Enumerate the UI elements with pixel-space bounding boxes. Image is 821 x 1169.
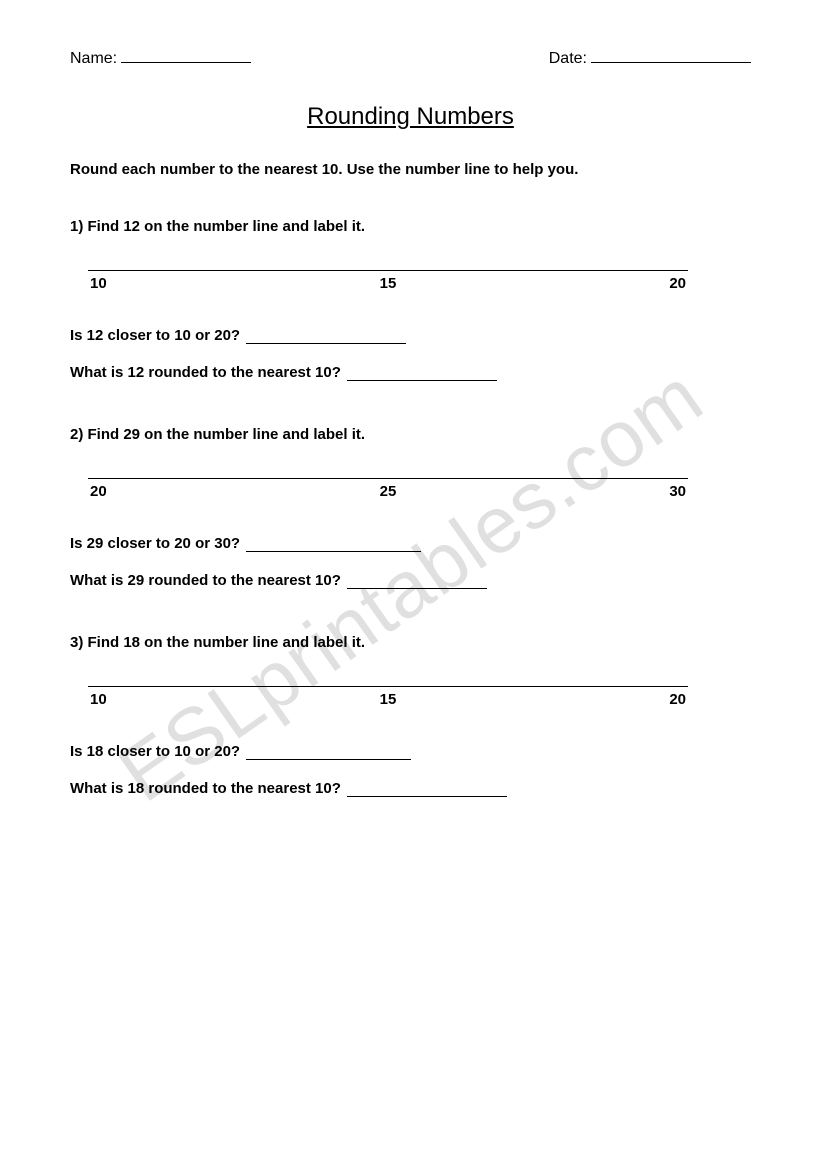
q1-rounded-blank[interactable] bbox=[347, 380, 497, 381]
q3-number-line: 10 15 20 bbox=[88, 686, 688, 708]
number-line-rule bbox=[88, 686, 688, 687]
q1-number-line: 10 15 20 bbox=[88, 270, 688, 292]
nl-start: 10 bbox=[90, 275, 289, 292]
nl-mid: 25 bbox=[289, 483, 488, 500]
question-3: 3) Find 18 on the number line and label … bbox=[70, 634, 751, 797]
q2-closer-blank[interactable] bbox=[246, 551, 421, 552]
q2-number-line: 20 25 30 bbox=[88, 478, 688, 500]
nl-start: 10 bbox=[90, 691, 289, 708]
number-line-labels: 10 15 20 bbox=[88, 275, 688, 292]
date-field: Date: bbox=[549, 50, 751, 68]
date-blank[interactable] bbox=[591, 62, 751, 63]
nl-end: 20 bbox=[487, 691, 686, 708]
worksheet-title: Rounding Numbers bbox=[70, 103, 751, 131]
number-line-labels: 10 15 20 bbox=[88, 691, 688, 708]
number-line-rule bbox=[88, 270, 688, 271]
date-label: Date: bbox=[549, 50, 587, 68]
instruction-text: Round each number to the nearest 10. Use… bbox=[70, 161, 751, 178]
q2-rounded: What is 29 rounded to the nearest 10? bbox=[70, 572, 751, 589]
q3-closer: Is 18 closer to 10 or 20? bbox=[70, 743, 751, 760]
q2-rounded-text: What is 29 rounded to the nearest 10? bbox=[70, 572, 345, 589]
q3-rounded-text: What is 18 rounded to the nearest 10? bbox=[70, 780, 345, 797]
q1-closer: Is 12 closer to 10 or 20? bbox=[70, 327, 751, 344]
q2-prompt: 2) Find 29 on the number line and label … bbox=[70, 426, 751, 443]
q1-rounded-text: What is 12 rounded to the nearest 10? bbox=[70, 364, 345, 381]
q1-rounded: What is 12 rounded to the nearest 10? bbox=[70, 364, 751, 381]
number-line-rule bbox=[88, 478, 688, 479]
q1-closer-text: Is 12 closer to 10 or 20? bbox=[70, 327, 244, 344]
q3-prompt: 3) Find 18 on the number line and label … bbox=[70, 634, 751, 651]
q1-prompt: 1) Find 12 on the number line and label … bbox=[70, 218, 751, 235]
nl-mid: 15 bbox=[289, 275, 488, 292]
nl-mid: 15 bbox=[289, 691, 488, 708]
q2-closer: Is 29 closer to 20 or 30? bbox=[70, 535, 751, 552]
q1-closer-blank[interactable] bbox=[246, 343, 406, 344]
question-1: 1) Find 12 on the number line and label … bbox=[70, 218, 751, 381]
q2-rounded-blank[interactable] bbox=[347, 588, 487, 589]
nl-end: 20 bbox=[487, 275, 686, 292]
nl-start: 20 bbox=[90, 483, 289, 500]
name-blank[interactable] bbox=[121, 62, 251, 63]
header-row: Name: Date: bbox=[70, 50, 751, 68]
question-2: 2) Find 29 on the number line and label … bbox=[70, 426, 751, 589]
name-label: Name: bbox=[70, 50, 117, 68]
number-line-labels: 20 25 30 bbox=[88, 483, 688, 500]
q3-rounded-blank[interactable] bbox=[347, 796, 507, 797]
q2-closer-text: Is 29 closer to 20 or 30? bbox=[70, 535, 244, 552]
q3-closer-blank[interactable] bbox=[246, 759, 411, 760]
q3-closer-text: Is 18 closer to 10 or 20? bbox=[70, 743, 244, 760]
name-field: Name: bbox=[70, 50, 251, 68]
nl-end: 30 bbox=[487, 483, 686, 500]
q3-rounded: What is 18 rounded to the nearest 10? bbox=[70, 780, 751, 797]
